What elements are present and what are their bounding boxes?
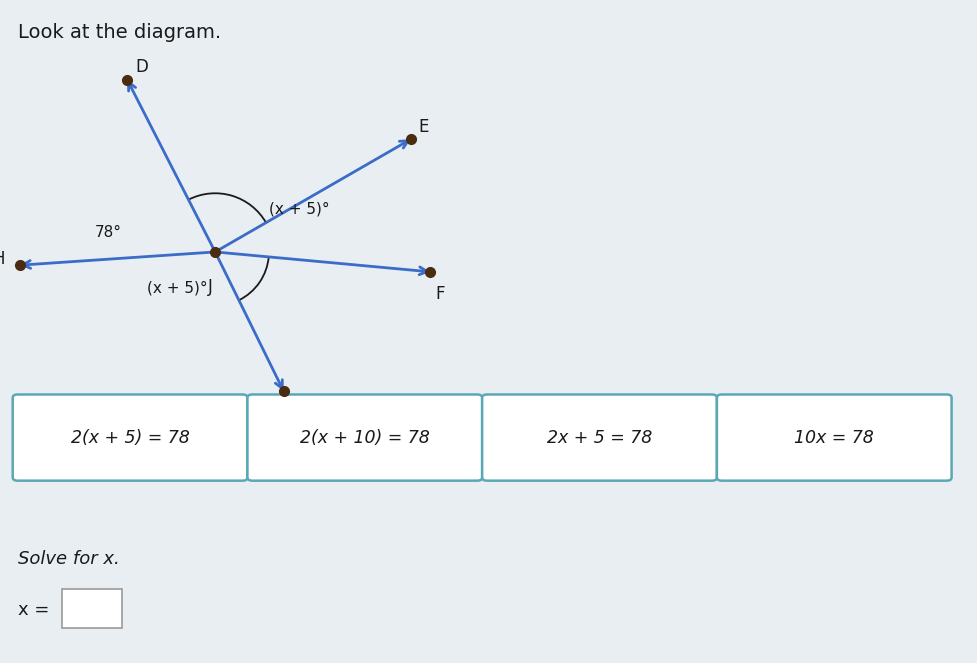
Text: Which equation can be used to solve for x?: Which equation can be used to solve for … bbox=[18, 408, 422, 427]
FancyBboxPatch shape bbox=[482, 394, 716, 481]
Text: 2(x + 5) = 78: 2(x + 5) = 78 bbox=[70, 428, 190, 447]
Text: 78°: 78° bbox=[95, 225, 122, 239]
Text: (x + 5)°: (x + 5)° bbox=[269, 202, 329, 216]
Text: D: D bbox=[135, 58, 148, 76]
Text: F: F bbox=[435, 285, 445, 303]
Text: Solve for x.: Solve for x. bbox=[18, 550, 119, 568]
Text: 10x = 78: 10x = 78 bbox=[793, 428, 873, 447]
Text: x =: x = bbox=[18, 601, 49, 619]
Text: 2x + 5 = 78: 2x + 5 = 78 bbox=[546, 428, 652, 447]
Text: J: J bbox=[208, 278, 212, 296]
FancyBboxPatch shape bbox=[247, 394, 482, 481]
Text: E: E bbox=[418, 118, 429, 136]
Text: G: G bbox=[259, 398, 272, 416]
FancyBboxPatch shape bbox=[716, 394, 951, 481]
FancyBboxPatch shape bbox=[62, 589, 122, 628]
Text: Look at the diagram.: Look at the diagram. bbox=[18, 23, 221, 42]
Text: H: H bbox=[0, 249, 5, 268]
Text: 2(x + 10) = 78: 2(x + 10) = 78 bbox=[300, 428, 429, 447]
Text: (x + 5)°: (x + 5)° bbox=[147, 281, 207, 296]
FancyBboxPatch shape bbox=[13, 394, 247, 481]
